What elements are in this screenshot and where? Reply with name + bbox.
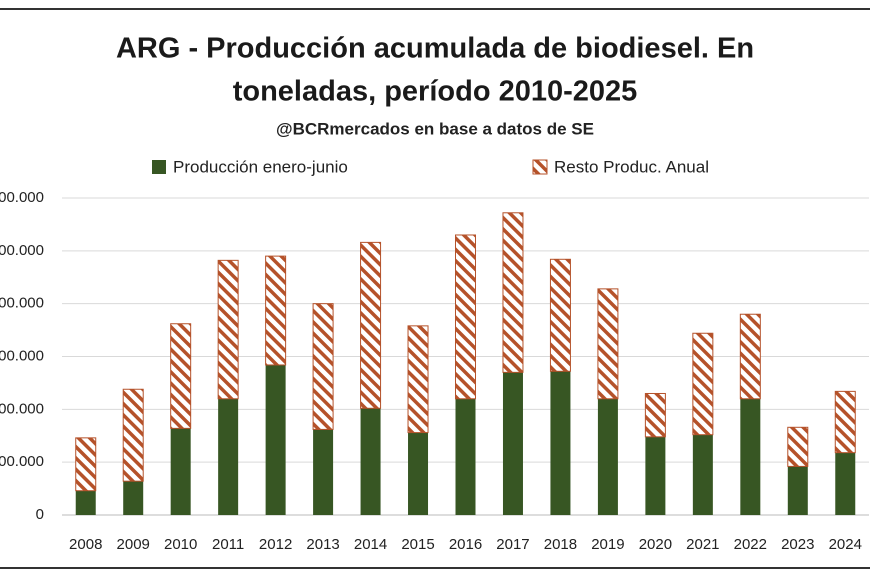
x-tick-label: 2017 [496,536,529,553]
bar-segment [787,426,809,467]
bar-segment [407,325,429,434]
x-tick-label: 2014 [354,536,387,553]
bar-segment [265,364,286,515]
bar-segment [550,371,571,515]
bar-segment [597,398,618,515]
bar-segment [692,332,714,436]
bar-segment [75,490,96,515]
bar-segment [123,481,144,515]
x-tick-label: 2020 [639,536,672,553]
bar-segment [787,466,808,515]
x-tick-label: 2013 [306,536,339,553]
x-tick-label: 2008 [69,536,102,553]
bar-segment [360,408,381,515]
x-tick-label: 2022 [734,536,767,553]
legend-label: Resto Produc. Anual [554,157,709,176]
bar-segment [597,288,619,400]
x-tick-label: 2021 [686,536,719,553]
x-tick-label: 2011 [212,536,244,553]
bar-segment [740,398,761,515]
chart-title: toneladas, período 2010-2025 [233,76,638,108]
x-tick-label: 2015 [401,536,434,553]
legend-swatch [532,159,548,175]
chart-title: ARG - Producción acumulada de biodiesel.… [116,33,754,65]
bar-segment [360,241,382,409]
y-tick-label: 1.000.000 [0,400,44,417]
chart-subtitle: @BCRmercados en base a datos de SE [276,119,594,138]
bar-segment [75,437,97,492]
y-tick-label: 1.500.000 [0,347,44,364]
bar-segment [312,303,334,430]
y-tick-label: 2.000.000 [0,295,44,312]
y-tick-label: 0 [36,506,44,523]
bar-segment [408,432,429,515]
bar-segment [549,258,571,372]
legend-swatch [152,160,166,174]
bar-segment [834,390,856,454]
bar-segment [455,234,476,400]
bar-segment [644,392,666,438]
x-tick-label: 2016 [449,536,482,553]
y-tick-label: 2.500.000 [0,242,44,259]
x-tick-label: 2012 [259,536,292,553]
x-tick-label: 2009 [117,536,150,553]
bar-segment [170,323,192,429]
y-tick-label: 3.000.000 [0,189,44,206]
x-tick-label: 2010 [164,536,197,553]
x-tick-label: 2019 [591,536,624,553]
bar-segment [218,398,239,515]
x-tick-label: 2024 [829,536,862,553]
bar-segment [313,429,334,515]
bar-segment [692,434,713,515]
bar-segment [455,398,476,515]
bar-segment [502,372,523,515]
bar-segment [502,212,524,373]
bar-segment [645,436,666,515]
legend-label: Producción enero-junio [173,157,348,176]
bar-segment [739,313,761,400]
bar-segment [265,255,287,366]
x-tick-label: 2018 [544,536,577,553]
bar-segment [217,259,239,400]
bar-segment [122,388,144,482]
x-tick-label: 2023 [781,536,814,553]
bar-segment [170,428,191,515]
bar-segment [835,452,856,515]
y-tick-label: 500.000 [0,453,44,470]
